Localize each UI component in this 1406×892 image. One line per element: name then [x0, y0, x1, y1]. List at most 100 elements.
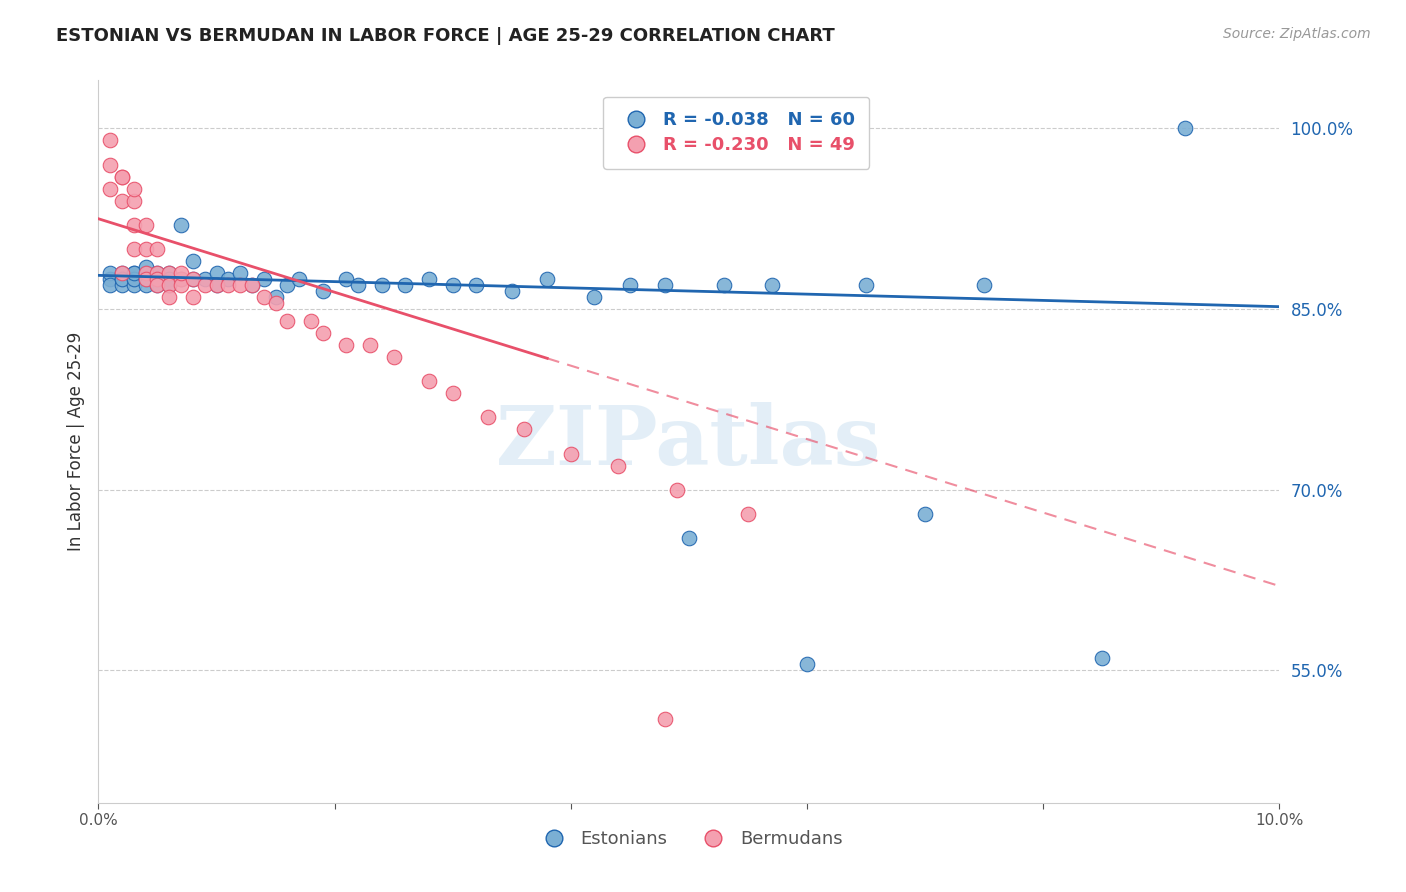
Bermudans [299, 314, 322, 328]
Estonians [111, 266, 134, 280]
Estonians [194, 272, 217, 286]
Bermudans [654, 712, 676, 726]
Estonians [347, 278, 370, 293]
Estonians [371, 278, 394, 293]
Bermudans [170, 278, 193, 293]
Bermudans [157, 290, 180, 304]
Estonians [135, 272, 157, 286]
Bermudans [253, 290, 276, 304]
Bermudans [135, 272, 157, 286]
Bermudans [240, 278, 263, 293]
Bermudans [382, 350, 405, 364]
Bermudans [418, 375, 440, 389]
Estonians [253, 272, 276, 286]
Estonians [181, 254, 204, 268]
Bermudans [146, 272, 169, 286]
Bermudans [229, 278, 252, 293]
Bermudans [170, 266, 193, 280]
Estonians [122, 272, 145, 286]
Estonians [619, 278, 641, 293]
Estonians [761, 278, 783, 293]
Bermudans [146, 278, 169, 293]
Estonians [146, 278, 169, 293]
Bermudans [312, 326, 335, 341]
Estonians [135, 266, 157, 280]
Estonians [312, 284, 335, 298]
Bermudans [205, 278, 228, 293]
Bermudans [98, 158, 121, 172]
Bermudans [170, 272, 193, 286]
Bermudans [135, 266, 157, 280]
Bermudans [122, 182, 145, 196]
Bermudans [111, 169, 134, 184]
Bermudans [98, 182, 121, 196]
Estonians [135, 278, 157, 293]
Bermudans [217, 278, 239, 293]
Estonians [111, 278, 134, 293]
Estonians [111, 272, 134, 286]
Bermudans [477, 410, 499, 425]
Legend: Estonians, Bermudans: Estonians, Bermudans [529, 822, 849, 855]
Estonians [1091, 651, 1114, 665]
Estonians [170, 272, 193, 286]
Estonians [654, 278, 676, 293]
Estonians [583, 290, 606, 304]
Bermudans [194, 278, 217, 293]
Bermudans [737, 507, 759, 521]
Bermudans [335, 338, 357, 352]
Bermudans [607, 458, 630, 473]
Y-axis label: In Labor Force | Age 25-29: In Labor Force | Age 25-29 [66, 332, 84, 551]
Estonians [276, 278, 298, 293]
Estonians [205, 278, 228, 293]
Bermudans [157, 278, 180, 293]
Bermudans [122, 218, 145, 232]
Estonians [855, 278, 877, 293]
Estonians [135, 260, 157, 274]
Estonians [1174, 121, 1197, 136]
Bermudans [135, 242, 157, 256]
Estonians [536, 272, 558, 286]
Estonians [111, 272, 134, 286]
Bermudans [512, 423, 534, 437]
Estonians [394, 278, 416, 293]
Estonians [501, 284, 523, 298]
Estonians [240, 278, 263, 293]
Bermudans [157, 266, 180, 280]
Estonians [170, 218, 193, 232]
Bermudans [146, 242, 169, 256]
Bermudans [111, 266, 134, 280]
Estonians [98, 272, 121, 286]
Estonians [146, 272, 169, 286]
Estonians [335, 272, 357, 286]
Estonians [157, 278, 180, 293]
Estonians [146, 272, 169, 286]
Text: ESTONIAN VS BERMUDAN IN LABOR FORCE | AGE 25-29 CORRELATION CHART: ESTONIAN VS BERMUDAN IN LABOR FORCE | AG… [56, 27, 835, 45]
Estonians [205, 266, 228, 280]
Bermudans [122, 194, 145, 208]
Estonians [122, 272, 145, 286]
Estonians [914, 507, 936, 521]
Bermudans [98, 133, 121, 147]
Estonians [157, 266, 180, 280]
Bermudans [135, 218, 157, 232]
Bermudans [181, 272, 204, 286]
Estonians [288, 272, 311, 286]
Estonians [181, 272, 204, 286]
Estonians [796, 657, 818, 672]
Estonians [157, 272, 180, 286]
Bermudans [359, 338, 381, 352]
Text: ZIPatlas: ZIPatlas [496, 401, 882, 482]
Estonians [217, 272, 239, 286]
Bermudans [111, 169, 134, 184]
Estonians [973, 278, 995, 293]
Estonians [465, 278, 488, 293]
Bermudans [441, 386, 464, 401]
Estonians [98, 278, 121, 293]
Estonians [122, 266, 145, 280]
Estonians [98, 266, 121, 280]
Estonians [441, 278, 464, 293]
Estonians [229, 266, 252, 280]
Text: Source: ZipAtlas.com: Source: ZipAtlas.com [1223, 27, 1371, 41]
Bermudans [146, 266, 169, 280]
Estonians [713, 278, 735, 293]
